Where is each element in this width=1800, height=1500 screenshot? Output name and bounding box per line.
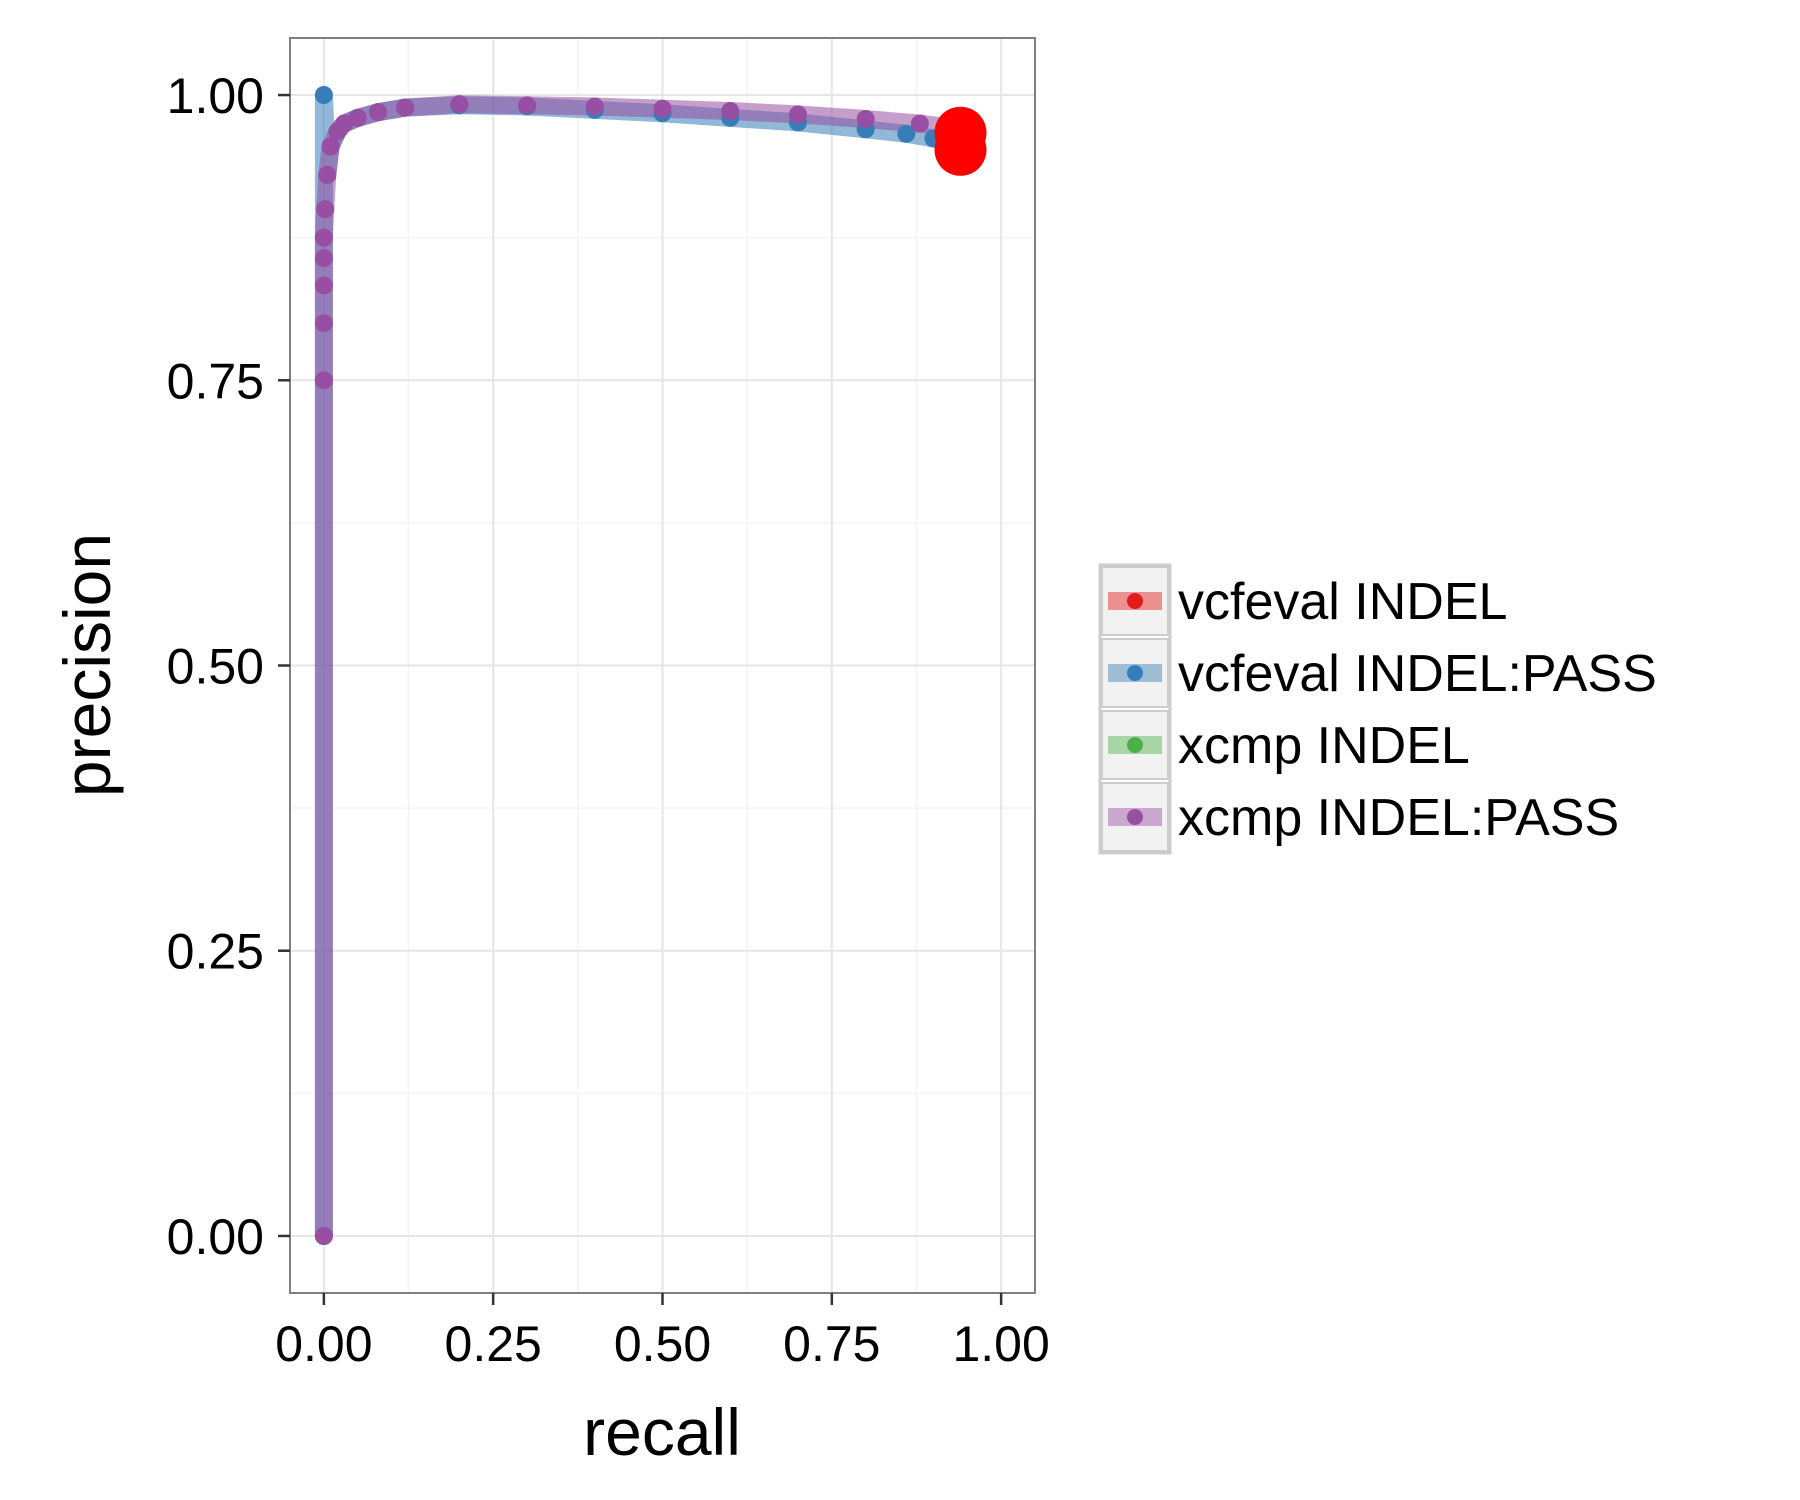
data-point — [788, 105, 807, 124]
data-point — [335, 114, 354, 133]
legend-label: xcmp INDEL — [1178, 717, 1470, 775]
data-point — [518, 96, 537, 115]
data-point — [314, 86, 333, 105]
y-tick-label: 0.25 — [167, 924, 264, 980]
data-point — [721, 102, 740, 121]
legend: vcfeval INDEL vcfeval INDEL:PASS xcmp INDE… — [1098, 563, 1657, 855]
data-point — [585, 97, 604, 116]
legend-label: vcfeval INDEL — [1178, 573, 1507, 631]
data-point — [314, 314, 333, 333]
data-point — [321, 137, 340, 156]
legend-label: vcfeval INDEL:PASS — [1178, 645, 1657, 703]
data-point — [314, 228, 333, 247]
x-tick-label: 0.00 — [275, 1316, 372, 1372]
y-tick-label: 0.50 — [167, 639, 264, 695]
series-points — [314, 86, 987, 1245]
y-axis: 0.00 0.25 0.50 0.75 1.00 — [167, 68, 290, 1265]
data-point — [396, 98, 415, 117]
legend-swatch-point — [1127, 665, 1143, 681]
legend-swatch-point — [1127, 593, 1143, 609]
legend-swatch-point — [1127, 737, 1143, 753]
data-point — [369, 103, 388, 122]
data-point — [314, 276, 333, 295]
y-tick-label: 0.75 — [167, 353, 264, 409]
x-tick-label: 0.50 — [614, 1316, 711, 1372]
x-tick-label: 1.00 — [952, 1316, 1049, 1372]
data-point — [348, 108, 367, 127]
data-point — [934, 123, 987, 176]
data-point — [316, 200, 335, 219]
data-point — [856, 110, 875, 129]
y-tick-label: 1.00 — [167, 68, 264, 124]
data-point — [314, 371, 333, 390]
x-axis: 0.00 0.25 0.50 0.75 1.00 — [275, 1293, 1050, 1372]
data-point — [314, 249, 333, 268]
data-point — [450, 95, 469, 114]
x-tick-label: 0.25 — [445, 1316, 542, 1372]
data-point — [653, 99, 672, 118]
legend-label: xcmp INDEL:PASS — [1178, 789, 1619, 847]
y-tick-label: 0.00 — [167, 1209, 264, 1265]
data-point — [910, 114, 929, 133]
legend-swatch-point — [1127, 809, 1143, 825]
x-tick-label: 0.75 — [783, 1316, 880, 1372]
data-point — [314, 1226, 333, 1245]
data-point — [897, 124, 916, 143]
data-point — [318, 165, 337, 184]
y-axis-title: precision — [50, 533, 124, 797]
x-axis-title: recall — [583, 1395, 741, 1469]
